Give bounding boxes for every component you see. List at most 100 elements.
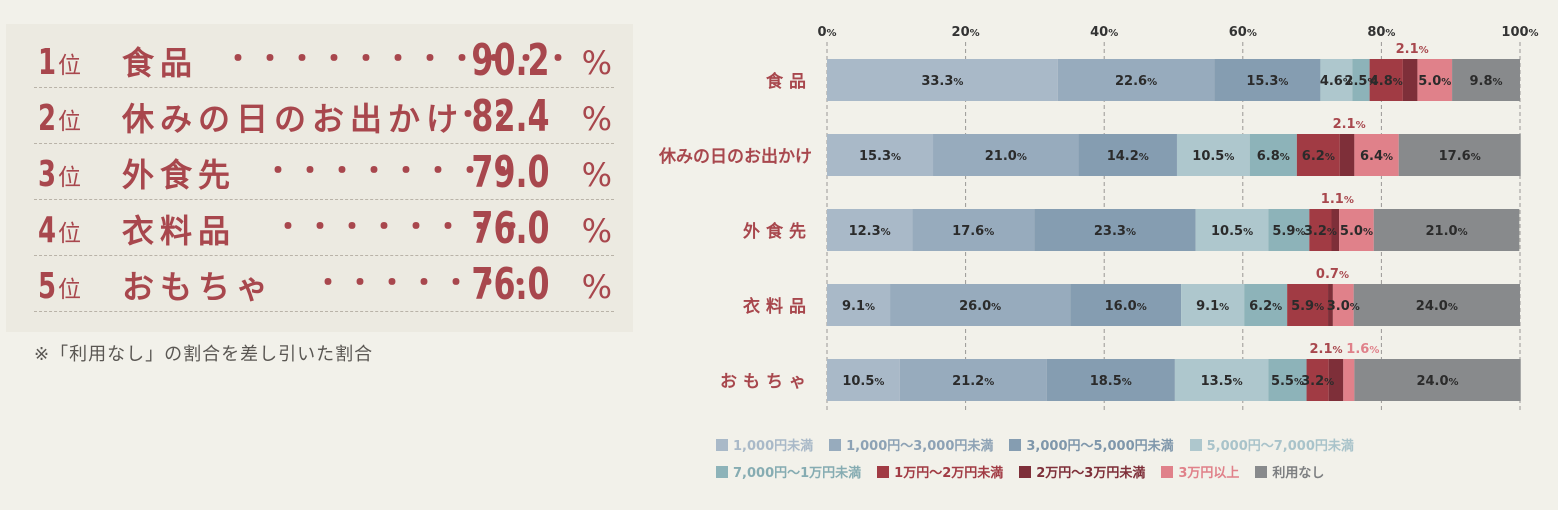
data-label-value: 5.0 — [1418, 74, 1441, 89]
data-label-value: 5.0 — [1340, 224, 1363, 239]
ranking-panel — [6, 24, 633, 332]
bar-segment — [1214, 59, 1321, 101]
chart-legend: 1,000円未満 1,000円〜3,000円未満 3,000円〜5,000円未満 5,… — [716, 435, 1416, 489]
data-label-above: 2.1% — [1309, 342, 1342, 357]
data-label-unit: % — [984, 227, 994, 238]
ranking-value: 79.0 — [471, 147, 550, 198]
legend-label: 2万円〜3万円未満 — [1036, 466, 1146, 481]
category-label: 食品 — [766, 71, 812, 92]
ranking-leader-dots: ・・・・・・・・ — [264, 157, 521, 185]
legend-item: 1,000円〜3,000円未満 — [829, 435, 993, 454]
x-tick-label-unit: % — [1385, 28, 1395, 39]
bar-segment — [912, 209, 1035, 251]
legend-label: 利用なし — [1272, 466, 1325, 481]
data-label: 16.0% — [1105, 299, 1147, 314]
bar-segment — [1352, 59, 1370, 101]
ranking-rank-suffix: 位 — [58, 109, 81, 135]
legend-swatch — [1019, 465, 1032, 478]
data-label: 6.8% — [1257, 149, 1290, 164]
data-label-value: 24.0 — [1416, 299, 1448, 314]
data-label-unit: % — [891, 152, 901, 163]
data-label: 10.5% — [842, 374, 884, 389]
legend-label: 1万円〜2万円未満 — [894, 466, 1004, 481]
data-label-above-unit: % — [1419, 45, 1429, 56]
data-label-value: 17.6 — [952, 224, 984, 239]
bar-segment — [1343, 359, 1355, 401]
x-tick-label-unit: % — [1247, 28, 1257, 39]
data-label-unit: % — [1272, 302, 1282, 313]
data-label-value: 3.0 — [1327, 299, 1350, 314]
bar-segment — [1046, 359, 1175, 401]
data-label-unit: % — [1393, 77, 1403, 88]
bar-segment — [1268, 359, 1307, 401]
data-label-value: 16.0 — [1105, 299, 1137, 314]
data-label: 23.3% — [1094, 224, 1136, 239]
data-label-above-value: 1.1 — [1321, 192, 1344, 207]
data-label-value: 9.1 — [842, 299, 865, 314]
data-label-value: 18.5 — [1090, 374, 1122, 389]
data-label-unit: % — [1233, 377, 1243, 388]
data-label-value: 6.2 — [1302, 149, 1325, 164]
x-tick-label: 80% — [1367, 25, 1395, 40]
data-label-value: 17.6 — [1439, 149, 1471, 164]
bar-segment — [827, 134, 934, 176]
data-label: 3.2% — [1304, 224, 1337, 239]
data-label: 22.6% — [1115, 74, 1157, 89]
x-tick-label-value: 100 — [1501, 25, 1528, 40]
x-tick-label-value: 80 — [1367, 25, 1385, 40]
data-label-unit: % — [1350, 302, 1360, 313]
data-label-above: 1.6% — [1346, 342, 1379, 357]
bar-segment — [933, 134, 1079, 176]
data-label-unit: % — [1363, 227, 1373, 238]
data-label: 9.1% — [842, 299, 875, 314]
bar-segment — [1296, 134, 1340, 176]
data-label-unit: % — [1327, 227, 1337, 238]
ranking-leader-dots: ・・・・・・・・ — [274, 213, 531, 241]
data-label-above-value: 2.1 — [1309, 342, 1332, 357]
bar-segment — [1328, 284, 1333, 326]
data-label-unit: % — [1441, 77, 1451, 88]
x-tick-label: 60% — [1229, 25, 1257, 40]
data-label-unit: % — [1493, 77, 1503, 88]
ranking-leader-dots: ・・ — [454, 101, 519, 129]
bar-segment — [1320, 59, 1353, 101]
data-label-above-value: 0.7 — [1316, 267, 1339, 282]
category-label: 休みの日のお出かけ — [658, 146, 812, 167]
data-label-above-unit: % — [1344, 195, 1354, 206]
ranking-rank-suffix: 位 — [58, 165, 81, 191]
data-label: 6.4% — [1360, 149, 1393, 164]
bar-segment — [1181, 284, 1245, 326]
bar-segment — [1070, 284, 1182, 326]
x-tick-label-unit: % — [827, 28, 837, 39]
legend-swatch — [829, 438, 842, 451]
data-label: 21.0% — [985, 149, 1027, 164]
data-label: 4.8% — [1370, 74, 1403, 89]
data-label: 21.0% — [1425, 224, 1467, 239]
legend-label: 7,000円〜1万円未満 — [733, 466, 862, 481]
legend-item: 5,000円〜7,000円未満 — [1189, 435, 1354, 454]
x-tick-label-unit: % — [1529, 28, 1539, 39]
legend-label: 3万円以上 — [1178, 466, 1240, 481]
x-tick-label-unit: % — [1108, 28, 1118, 39]
category-label: 外食先 — [743, 221, 812, 242]
data-label-unit: % — [1458, 227, 1468, 238]
data-label: 17.6% — [1439, 149, 1481, 164]
data-label-value: 3.2 — [1301, 374, 1324, 389]
data-label: 5.9% — [1272, 224, 1305, 239]
ranking-rank-number: 2 — [38, 98, 57, 139]
bar-segment — [899, 359, 1047, 401]
data-label-unit: % — [1314, 302, 1324, 313]
data-label-unit: % — [1449, 377, 1459, 388]
ranking-label: 食品 — [122, 44, 199, 82]
ranking-row: 4 位 衣料品 ・・・・・・・・ 76.0% — [34, 200, 614, 256]
data-label-above-unit: % — [1333, 345, 1343, 356]
data-label-value: 10.5 — [1211, 224, 1243, 239]
data-label-value: 26.0 — [959, 299, 991, 314]
bar-segment — [1034, 209, 1196, 251]
data-label-value: 15.3 — [1246, 74, 1278, 89]
bar-segment — [1331, 209, 1340, 251]
ranking-rank-suffix: 位 — [58, 53, 81, 79]
data-label-value: 22.6 — [1115, 74, 1147, 89]
data-label-value: 33.3 — [921, 74, 953, 89]
data-label-value: 15.3 — [859, 149, 891, 164]
